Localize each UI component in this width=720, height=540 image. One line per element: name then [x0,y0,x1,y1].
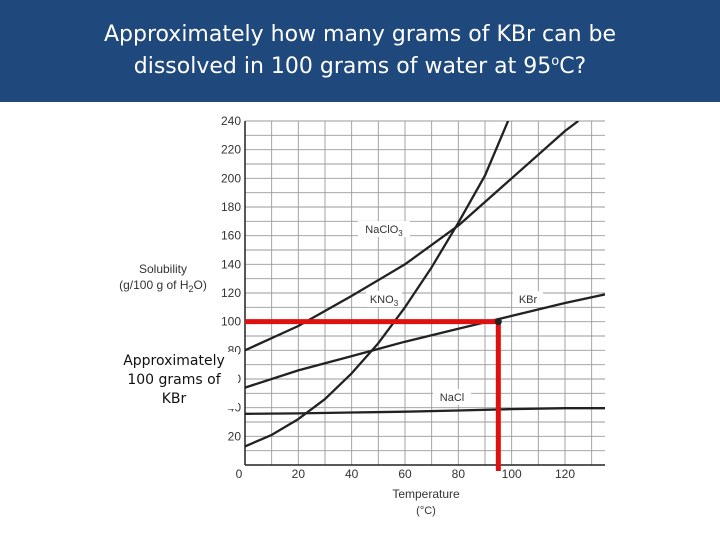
x-axis-unit: (°C) [416,505,436,517]
y-tick-label: 100 [221,315,241,329]
series-label-nacl: NaCl [440,392,464,404]
y-tick-label: 160 [221,229,241,243]
y-axis-label: Solubility [139,262,187,276]
degree-superscript: o [551,54,560,69]
highlight-point [494,318,502,326]
series-label-backdrop [358,221,410,237]
y-tick-label: 20 [228,429,242,443]
y-tick-label: 200 [221,171,241,185]
question-line-2: dissolved in 100 grams of water at 95oC? [134,51,586,83]
y-axis-unit-label: (g/100 g of H2O) [119,278,207,294]
series-label-backdrop [366,291,402,307]
x-tick-label: 40 [345,467,359,481]
annotation-line-2: 100 grams of [127,372,221,388]
series-label-kno3: KNO3 [370,294,399,308]
annotation-line-1: Approximately [123,353,225,369]
x-tick-label: 60 [398,467,412,481]
question-line-2-text: dissolved in 100 grams of water at 95 [133,54,552,79]
series-label-naclo3: NaClO3 [365,224,403,238]
series-kbr-line [245,293,605,389]
x-tick-label: 100 [502,467,522,481]
y-tick-label: 240 [221,114,241,128]
series-label-kbr: KBr [519,294,538,306]
y-tick-label: 120 [221,286,241,300]
x-tick-label: 0 [236,467,243,481]
series-label-backdrop [513,291,543,307]
x-tick-label: 20 [292,467,306,481]
x-tick-label: 120 [555,467,575,481]
question-line-2-end: C? [559,54,587,79]
series-label-backdrop [433,389,471,405]
x-tick-label: 80 [452,467,466,481]
y-tick-label: 140 [221,257,241,271]
question-line-1: Approximately how many grams of KBr can … [103,22,617,47]
annotation-line-3: KBr [161,391,187,407]
series-nacl-line [245,407,605,415]
x-axis-label: Temperature [392,487,460,501]
y-tick-label: 180 [221,200,241,214]
slide-header: Approximately how many grams of KBr can … [0,0,720,102]
answer-annotation: Approximately 100 grams of KBr [110,352,238,409]
series-kno3-line [245,121,510,448]
y-tick-label: 220 [221,143,241,157]
